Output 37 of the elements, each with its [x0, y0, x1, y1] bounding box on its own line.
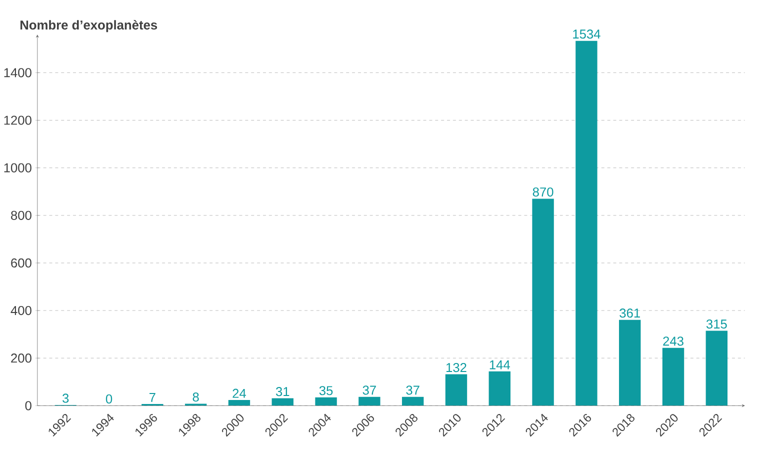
- bar: [532, 198, 554, 406]
- data-label: 315: [706, 319, 727, 329]
- data-label: 37: [362, 386, 376, 395]
- y-tick-label: 1000: [4, 163, 32, 172]
- data-label: 361: [620, 308, 640, 318]
- bar: [445, 374, 468, 406]
- data-label: 144: [490, 360, 510, 370]
- data-label: 37: [406, 386, 420, 395]
- bar: [402, 396, 424, 406]
- data-label: 7: [150, 392, 156, 402]
- bar: [618, 320, 641, 406]
- bar: [228, 400, 250, 406]
- data-label: 31: [276, 386, 290, 396]
- bar: [488, 371, 510, 406]
- data-label: 3: [62, 394, 69, 403]
- data-label: 132: [446, 362, 466, 372]
- data-label: 1534: [573, 29, 600, 39]
- bar: [662, 348, 684, 406]
- bar: [706, 330, 728, 406]
- y-tick-label: 1400: [4, 68, 32, 78]
- bar: [576, 40, 598, 406]
- y-tick-label: 200: [11, 353, 32, 363]
- y-tick-label: 400: [10, 306, 32, 316]
- bar: [272, 398, 294, 406]
- y-tick-label: 1200: [4, 116, 32, 125]
- data-label: 870: [532, 187, 554, 197]
- bar: [315, 397, 337, 406]
- data-label: 24: [232, 388, 246, 398]
- y-axis-title: Nombre d’exoplanètes: [20, 20, 158, 32]
- data-label: 243: [663, 336, 684, 346]
- y-tick-label: 0: [25, 401, 32, 410]
- y-tick-label: 600: [11, 258, 32, 268]
- data-label: 0: [106, 394, 112, 404]
- y-tick-label: 800: [11, 210, 32, 220]
- data-label: 8: [192, 392, 199, 402]
- data-label: 35: [319, 386, 333, 396]
- bar: [358, 396, 380, 406]
